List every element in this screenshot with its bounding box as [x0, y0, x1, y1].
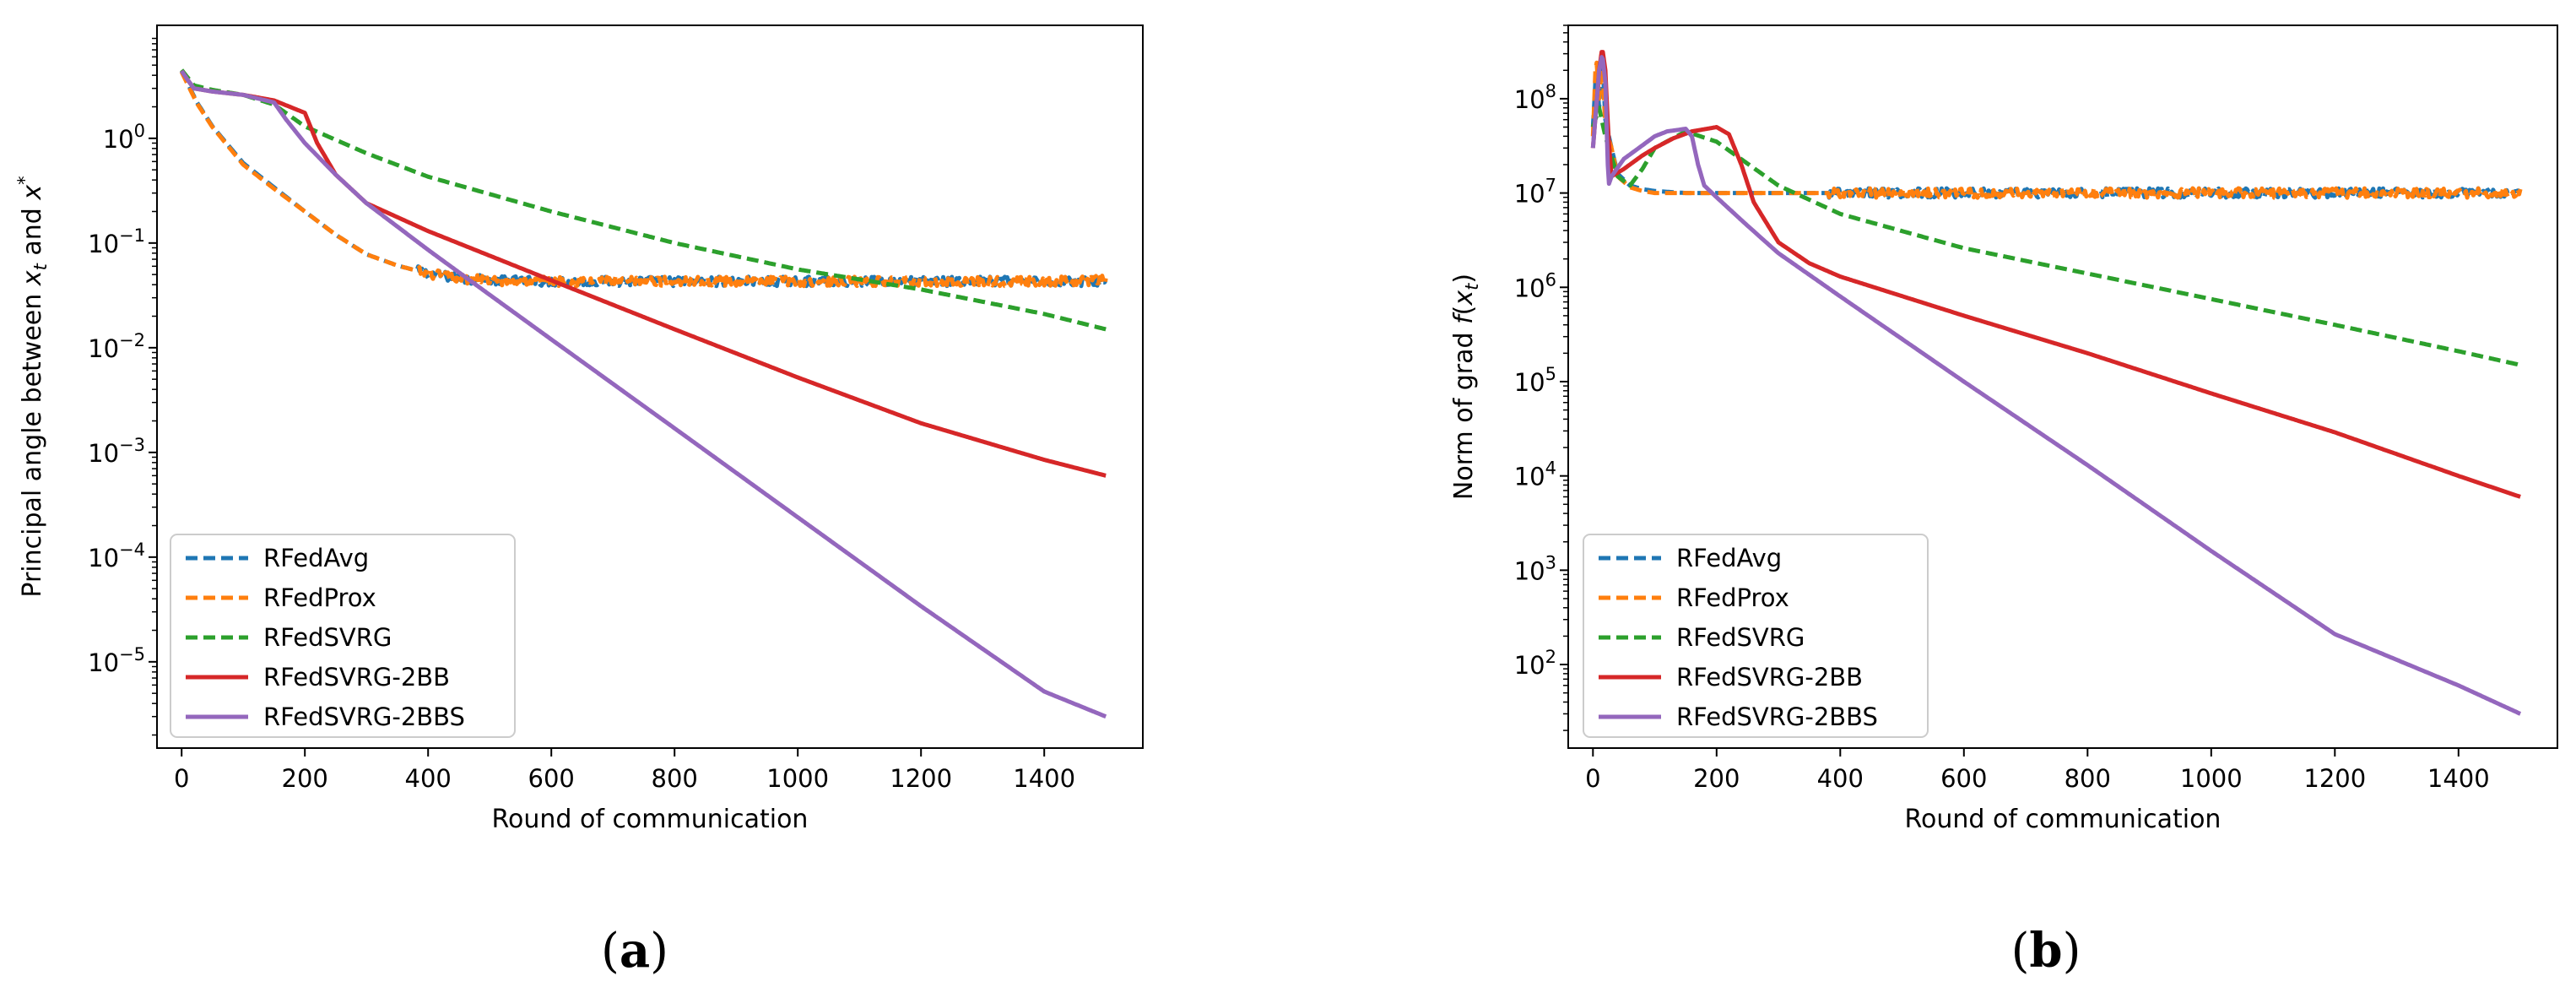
- series-line-rfedsvrg-2bbs: [1590, 55, 2522, 716]
- y-tick-label: 105: [1514, 364, 1556, 397]
- plot-frame: [156, 24, 1144, 749]
- x-tick-label: 600: [1940, 764, 1987, 793]
- x-axis-label: Round of communication: [492, 805, 809, 834]
- x-axis-label: Round of communication: [1905, 805, 2222, 834]
- x-tick-label: 800: [2065, 764, 2111, 793]
- series-line-rfedsvrg-2bb: [1590, 50, 2522, 499]
- legend: RFedAvg RFedProx RFedSVRG RFedSVRG-2BB RFedS…: [1583, 534, 1929, 738]
- y-tick-label: 10−3: [88, 435, 145, 468]
- series-line-rfedsvrg: [180, 68, 1107, 332]
- panel-label-a: (a): [601, 923, 668, 979]
- series-line-rfedavg: [179, 69, 1108, 289]
- x-tick-label: 200: [282, 764, 328, 793]
- legend-label: RFedProx: [263, 583, 376, 612]
- legend-label: RFedSVRG-2BBS: [1676, 702, 1878, 731]
- legend-label: RFedSVRG-2BB: [263, 663, 450, 692]
- y-tick-label: 108: [1514, 81, 1556, 114]
- legend-label: RFedProx: [1676, 583, 1789, 612]
- x-tick-label: 1200: [2303, 764, 2366, 793]
- x-tick-label: 400: [405, 764, 452, 793]
- y-tick-label: 100: [103, 121, 145, 154]
- x-tick-label: 1400: [1013, 764, 1075, 793]
- y-tick-label: 107: [1514, 176, 1556, 209]
- legend-label: RFedSVRG-2BB: [1676, 663, 1863, 692]
- y-tick-label: 106: [1514, 269, 1556, 302]
- series-line-rfedsvrg: [1590, 106, 2522, 367]
- x-tick-label: 1000: [2180, 764, 2243, 793]
- x-tick-label: 600: [528, 764, 575, 793]
- x-tick-label: 200: [1693, 764, 1740, 793]
- y-tick-label: 10−1: [88, 225, 145, 258]
- chart-panel-b: 0 200 400 600 800 1000 1200 1400 102 103 104 105 10…: [1449, 24, 2558, 979]
- x-tick-label: 1400: [2427, 764, 2490, 793]
- y-tick-label: 10−5: [88, 644, 145, 677]
- legend-label: RFedAvg: [263, 544, 369, 572]
- y-tick-label: 102: [1514, 647, 1556, 680]
- series-line-rfedsvrg-2bbs: [180, 69, 1107, 719]
- plot-frame: [1567, 24, 2558, 749]
- x-tick-label: 0: [174, 764, 189, 793]
- series-line-rfedavg: [1590, 62, 2522, 200]
- legend-label: RFedAvg: [1676, 544, 1782, 572]
- legend: RFedAvg RFedProx RFedSVRG RFedSVRG-2BB RFedS…: [170, 534, 516, 738]
- y-tick-label: 103: [1514, 552, 1556, 585]
- legend-label: RFedSVRG: [1676, 623, 1805, 652]
- x-tick-label: 1200: [890, 764, 952, 793]
- panel-label-b: (b): [2011, 923, 2081, 979]
- x-tick-label: 1000: [766, 764, 829, 793]
- series-line-rfedprox: [1590, 60, 2523, 200]
- x-tick-label: 400: [1817, 764, 1864, 793]
- legend-label: RFedSVRG-2BBS: [263, 702, 465, 731]
- x-tick-label: 800: [652, 764, 698, 793]
- y-tick-label: 10−2: [88, 330, 145, 363]
- series-line-rfedsvrg-2bb: [180, 69, 1107, 478]
- y-tick-label: 104: [1514, 458, 1556, 491]
- x-tick-label: 0: [1585, 764, 1600, 793]
- y-tick-label: 10−4: [88, 540, 145, 572]
- y-axis-label: Norm of grad f(xt): [1449, 274, 1482, 500]
- y-axis-label: Principal angle between xt and x*: [14, 176, 51, 597]
- legend-box: [170, 534, 516, 738]
- legend-label: RFedSVRG: [263, 623, 392, 652]
- legend-box: [1583, 534, 1929, 738]
- series-line-rfedprox: [179, 71, 1108, 289]
- chart-panel-a: 0 200 400 600 800 1000 1200 1400 10−5 10−4 10−3 10…: [14, 24, 1144, 979]
